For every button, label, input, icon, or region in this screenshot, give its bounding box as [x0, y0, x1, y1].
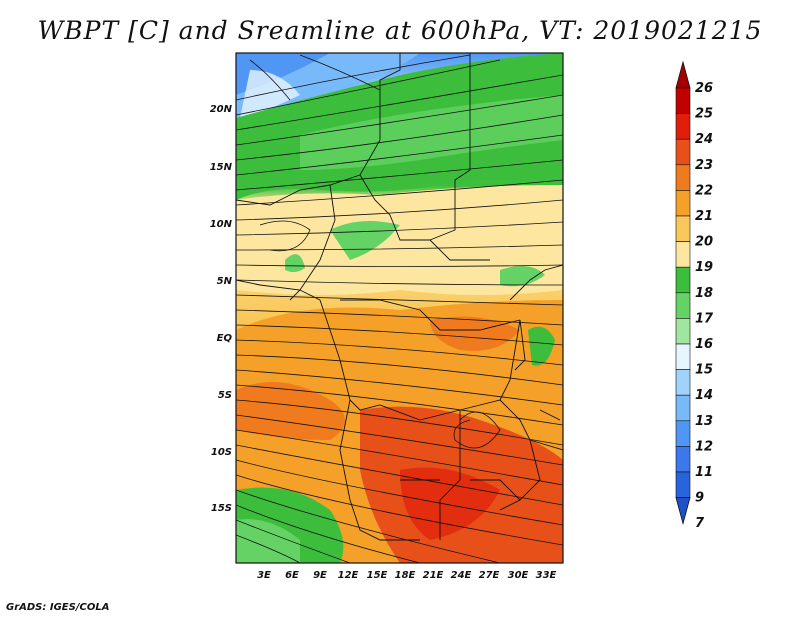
lat-label-15s: 15S: [211, 503, 232, 514]
lat-label-15n: 15N: [210, 162, 233, 173]
colorbar-label: 19: [695, 260, 713, 275]
lon-axis-labels: 3E 6E 9E 12E 15E 18E 21E 24E 27E 30E 33E: [257, 570, 556, 581]
colorbar-label: 9: [695, 491, 704, 506]
lat-label-eq: EQ: [217, 333, 233, 344]
grads-credit: GrADS: IGES/COLA: [6, 602, 110, 613]
map-frame: [235, 52, 564, 564]
lat-axis-labels: 20N 15N 10N 5N EQ 5S 10S 15S: [210, 104, 233, 514]
colorbar-swatch: [675, 241, 691, 268]
colorbar-label: 16: [695, 337, 713, 352]
lon-label-3e: 3E: [257, 570, 271, 581]
map-panel: [235, 52, 564, 564]
colorbar-label: 13: [695, 414, 713, 429]
colorbar-label: 15: [695, 363, 713, 378]
colorbar-label: 23: [695, 158, 713, 173]
colorbar-swatch: [675, 138, 691, 166]
lon-label-9e: 9E: [313, 570, 327, 581]
lat-label-5s: 5S: [218, 390, 232, 401]
lon-label-18e: 18E: [395, 570, 416, 581]
colorbar: 26 25 24 23 22 21 20 19 18 17 16 15 14 13 12 11 9 7: [675, 60, 714, 531]
lon-label-15e: 15E: [367, 570, 388, 581]
lon-label-12e: 12E: [338, 570, 359, 581]
lon-label-21e: 21E: [423, 570, 444, 581]
colorbar-label: 24: [695, 132, 713, 147]
lat-label-10s: 10S: [211, 447, 232, 458]
lon-label-27e: 27E: [479, 570, 500, 581]
colorbar-swatch: [675, 394, 691, 422]
country-borders: [236, 53, 563, 541]
colorbar-swatch: [675, 471, 691, 498]
colorbar-swatch: [675, 266, 691, 294]
colorbar-swatch: [675, 215, 691, 242]
lat-label-5n: 5N: [217, 276, 233, 287]
colorbar-swatch: [675, 318, 691, 345]
lat-label-20n: 20N: [210, 104, 233, 115]
lon-label-6e: 6E: [285, 570, 299, 581]
colorbar-bottom-arrow: [675, 497, 691, 526]
colorbar-label: 25: [695, 107, 713, 122]
colorbar-label: 12: [695, 439, 713, 454]
colorbar-swatch: [675, 343, 691, 370]
colorbar-swatch: [675, 420, 691, 447]
colorbar-swatch: [675, 190, 691, 217]
colorbar-swatch: [675, 113, 691, 140]
colorbar-label: 11: [695, 465, 713, 480]
colorbar-label: 21: [695, 209, 713, 224]
colorbar-label: 22: [695, 183, 713, 198]
colorbar-label: 17: [695, 311, 714, 326]
lat-label-10n: 10N: [210, 219, 233, 230]
colorbar-label: 20: [695, 235, 713, 250]
colorbar-swatch: [675, 446, 691, 473]
wbpt-shading: [236, 53, 563, 563]
lon-label-33e: 33E: [536, 570, 557, 581]
colorbar-swatch: [675, 292, 691, 319]
colorbar-top-arrow: [675, 60, 691, 89]
colorbar-label: 18: [695, 286, 713, 301]
colorbar-label: 26: [695, 81, 713, 96]
colorbar-swatch: [675, 369, 691, 396]
map-title: WBPT [C] and Sreamline at 600hPa, VT: 20…: [37, 16, 763, 45]
lon-label-24e: 24E: [451, 570, 472, 581]
streamlines: [236, 54, 563, 563]
colorbar-swatch: [675, 164, 691, 191]
colorbar-label: 14: [695, 388, 713, 403]
lon-label-30e: 30E: [508, 570, 529, 581]
colorbar-label: 7: [695, 516, 705, 531]
colorbar-swatch: [675, 87, 691, 114]
